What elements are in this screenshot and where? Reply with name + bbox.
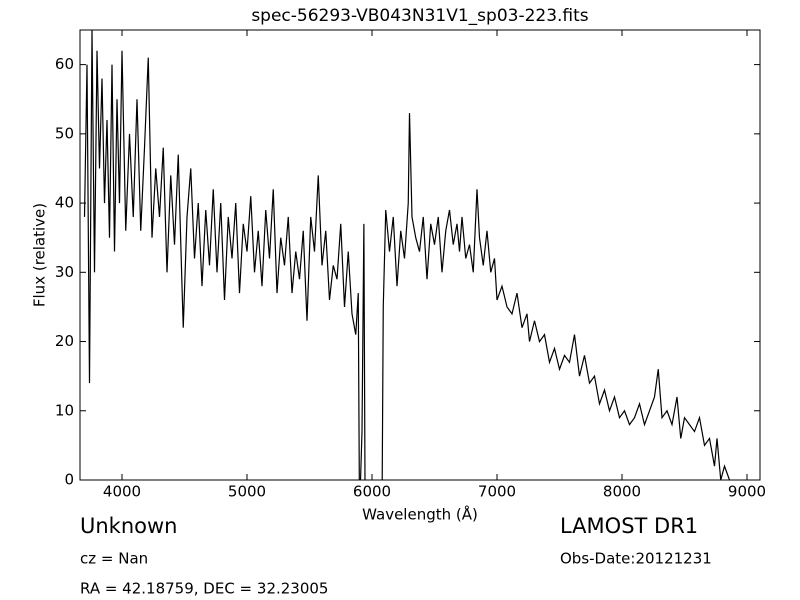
object-class: Unknown bbox=[80, 514, 177, 538]
y-tick-label: 40 bbox=[55, 194, 74, 212]
spectrum-line bbox=[83, 30, 731, 480]
x-tick-label: 8000 bbox=[603, 483, 641, 501]
obs-date: Obs-Date:20121231 bbox=[560, 550, 712, 568]
x-axis-label: Wavelength (Å) bbox=[362, 505, 478, 524]
y-tick-label: 50 bbox=[55, 124, 74, 142]
x-tick-label: 7000 bbox=[478, 483, 516, 501]
y-axis-label: Flux (relative) bbox=[31, 203, 49, 307]
y-tick-label: 20 bbox=[55, 332, 74, 350]
x-tick-label: 6000 bbox=[353, 483, 391, 501]
x-tick-label: 4000 bbox=[103, 483, 141, 501]
survey: LAMOST DR1 bbox=[560, 514, 698, 538]
x-tick-label: 9000 bbox=[728, 483, 766, 501]
redshift: cz = Nan bbox=[80, 550, 148, 568]
y-tick-label: 10 bbox=[55, 401, 74, 419]
x-tick-label: 5000 bbox=[228, 483, 266, 501]
y-tick-label: 0 bbox=[64, 471, 74, 489]
plot-frame bbox=[79, 29, 761, 481]
y-tick-label: 60 bbox=[55, 55, 74, 73]
chart-title: spec-56293-VB043N31V1_sp03-223.fits bbox=[251, 6, 588, 26]
y-tick-label: 30 bbox=[55, 263, 74, 281]
coordinates: RA = 42.18759, DEC = 32.23005 bbox=[80, 580, 328, 598]
